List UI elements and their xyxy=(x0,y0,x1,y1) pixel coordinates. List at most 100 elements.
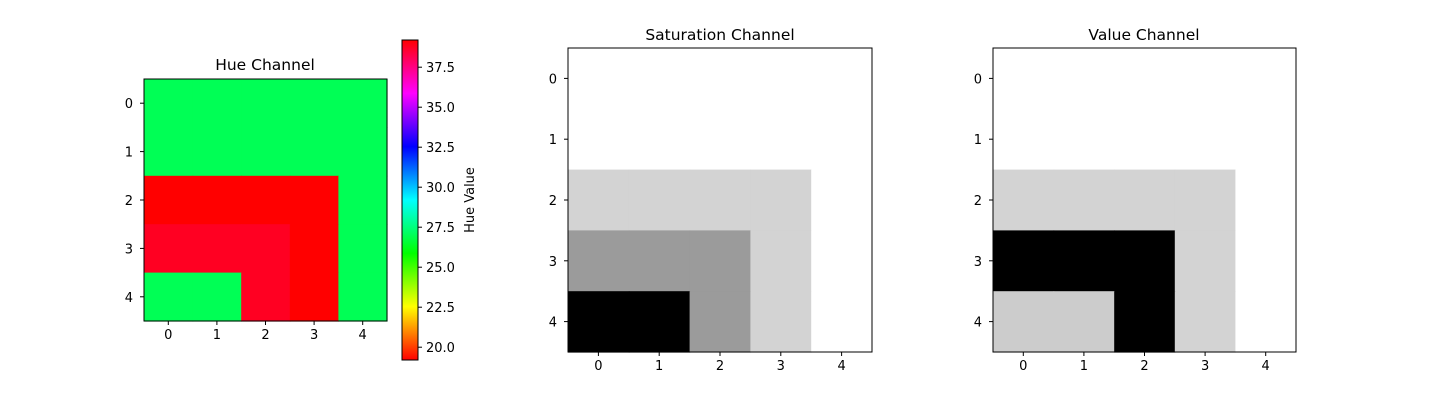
hue-cell xyxy=(241,224,291,274)
colorbar-ticks: 20.0 22.5 25.0 27.5 30.0 32.5 35.0 37.5 xyxy=(418,61,455,356)
saturation-cell xyxy=(689,108,751,171)
saturation-cell xyxy=(750,108,812,171)
saturation-cell xyxy=(689,48,751,110)
hue-cell xyxy=(192,175,242,225)
value-x-tick-label: 1 xyxy=(1080,359,1088,374)
value-cell xyxy=(1235,230,1297,292)
value-cell xyxy=(993,48,1055,110)
hue-y-tick-label: 4 xyxy=(125,291,133,306)
value-cell xyxy=(1174,230,1236,292)
hue-cell xyxy=(144,127,194,177)
hue-x-tick-label: 0 xyxy=(164,328,172,343)
saturation-panel-title: Saturation Channel xyxy=(645,26,794,44)
hue-x-tick-label: 1 xyxy=(213,328,221,343)
saturation-cell xyxy=(811,48,873,110)
saturation-panel: Saturation Channel 0 1 2 3 4 0 1 2 3 4 xyxy=(549,26,873,374)
value-cell xyxy=(993,108,1055,171)
colorbar-tick-label: 27.5 xyxy=(426,221,455,236)
value-cell xyxy=(1053,48,1115,110)
saturation-cell xyxy=(811,230,873,292)
saturation-cell xyxy=(750,291,812,353)
hue-cell xyxy=(192,127,242,177)
saturation-y-tick-label: 4 xyxy=(549,316,557,331)
hue-cell xyxy=(338,224,388,274)
hue-colorbar: 20.0 22.5 25.0 27.5 30.0 32.5 35.0 37.5 Hue Val… xyxy=(401,39,478,361)
saturation-cell xyxy=(628,108,691,171)
hue-cell xyxy=(241,79,291,128)
hue-cell xyxy=(144,79,194,128)
value-cell xyxy=(1235,169,1297,231)
hue-x-tick-label: 4 xyxy=(359,328,367,343)
colorbar-tick-label: 25.0 xyxy=(426,261,455,276)
value-cell xyxy=(1174,108,1236,171)
value-cell xyxy=(1235,48,1297,110)
hue-cell xyxy=(338,127,388,177)
value-y-tick-label: 4 xyxy=(974,316,982,331)
value-cell xyxy=(1174,48,1236,110)
hue-cell xyxy=(192,79,242,128)
value-y-tick-label: 0 xyxy=(974,72,982,87)
colorbar-gradient xyxy=(402,40,418,360)
hue-cell xyxy=(241,175,291,225)
value-y-tick-label: 1 xyxy=(974,133,982,148)
hue-y-tick-label: 3 xyxy=(125,242,133,257)
saturation-cell xyxy=(750,169,812,231)
hue-x-ticks: 0 1 2 3 4 xyxy=(164,321,367,343)
hue-cell xyxy=(192,272,242,322)
saturation-cell xyxy=(568,169,630,231)
hue-cell xyxy=(338,175,388,225)
hue-panel-title: Hue Channel xyxy=(215,56,315,74)
value-cell xyxy=(1235,291,1297,353)
colorbar-tick-label: 22.5 xyxy=(426,301,455,316)
saturation-y-tick-label: 3 xyxy=(549,255,557,270)
saturation-y-tick-label: 2 xyxy=(549,194,557,209)
colorbar-tick-label: 20.0 xyxy=(426,341,455,356)
saturation-cell xyxy=(628,169,691,231)
saturation-cell xyxy=(628,291,691,353)
hue-x-tick-label: 2 xyxy=(261,328,269,343)
saturation-heatmap-cells xyxy=(568,48,873,353)
saturation-cell xyxy=(568,48,630,110)
hue-y-tick-label: 1 xyxy=(125,146,133,161)
saturation-cell xyxy=(689,291,751,353)
saturation-cell xyxy=(689,169,751,231)
saturation-cell xyxy=(689,230,751,292)
value-cell xyxy=(1174,291,1236,353)
value-x-ticks: 0 1 2 3 4 xyxy=(1019,352,1270,374)
value-cell xyxy=(1114,108,1176,171)
saturation-x-tick-label: 2 xyxy=(716,359,724,374)
value-y-ticks: 0 1 2 3 4 xyxy=(974,72,993,331)
value-cell xyxy=(1174,169,1236,231)
saturation-x-tick-label: 0 xyxy=(594,359,602,374)
saturation-y-ticks: 0 1 2 3 4 xyxy=(549,72,568,331)
colorbar-frame xyxy=(401,39,419,361)
hue-cell xyxy=(144,175,194,225)
saturation-x-tick-label: 3 xyxy=(777,359,785,374)
hue-y-ticks: 0 1 2 3 4 xyxy=(125,97,144,306)
saturation-cell xyxy=(628,48,691,110)
hue-cell xyxy=(241,127,291,177)
value-cell xyxy=(1053,230,1115,292)
hue-y-tick-label: 2 xyxy=(125,194,133,209)
value-cell xyxy=(1114,230,1176,292)
value-cell xyxy=(1053,169,1115,231)
saturation-y-tick-label: 1 xyxy=(549,133,557,148)
value-heatmap-cells xyxy=(993,48,1297,353)
colorbar-tick-label: 30.0 xyxy=(426,181,455,196)
hue-heatmap-cells xyxy=(144,79,388,322)
colorbar-tick-label: 37.5 xyxy=(426,61,455,76)
value-x-tick-label: 3 xyxy=(1201,359,1209,374)
saturation-cell xyxy=(568,230,630,292)
hue-panel: Hue Channel 0 1 2 3 4 0 1 2 3 4 xyxy=(125,56,388,343)
saturation-cell xyxy=(750,48,812,110)
saturation-cell xyxy=(750,230,812,292)
hue-x-tick-label: 3 xyxy=(310,328,318,343)
value-panel-title: Value Channel xyxy=(1088,26,1199,44)
hue-cell xyxy=(289,127,339,177)
saturation-cell xyxy=(628,230,691,292)
value-y-tick-label: 2 xyxy=(974,194,982,209)
hue-cell xyxy=(144,224,194,274)
value-cell xyxy=(993,291,1055,353)
hue-cell xyxy=(289,272,339,322)
value-cell xyxy=(1235,108,1297,171)
